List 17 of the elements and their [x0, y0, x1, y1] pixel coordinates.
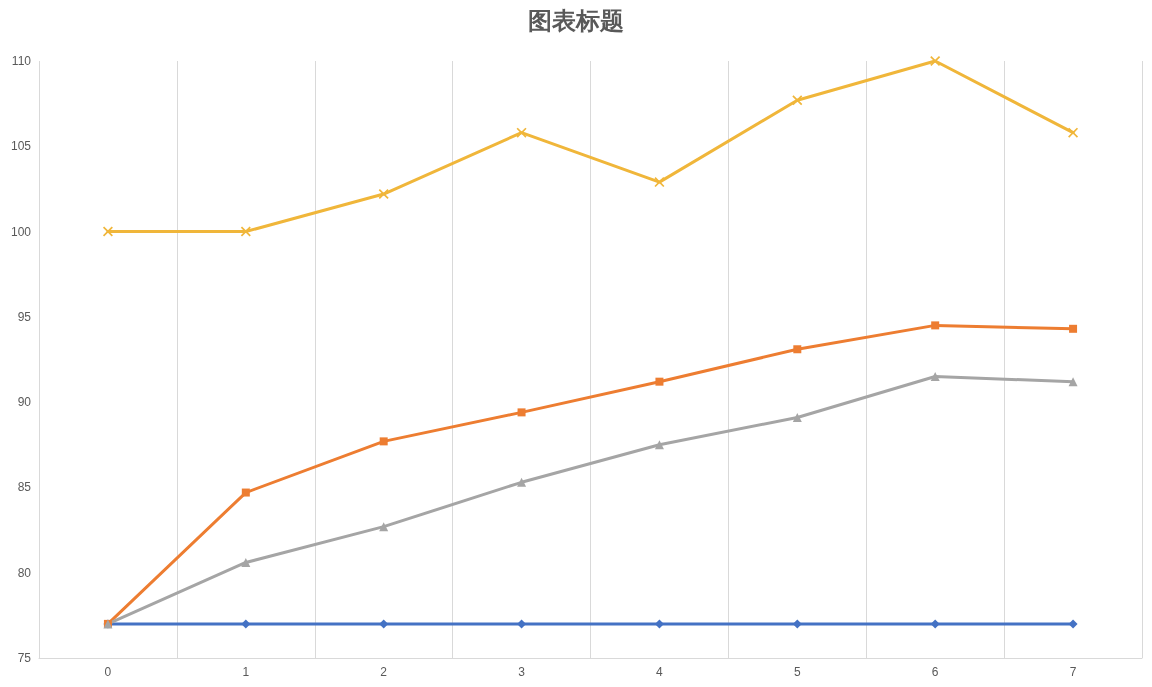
- x-tick-label: 5: [793, 665, 801, 679]
- y-tick-label: 105: [10, 139, 32, 154]
- x-tick-label: 6: [931, 665, 939, 679]
- y-tick-label: 90: [17, 395, 32, 410]
- x-tick-label: 0: [104, 665, 112, 679]
- x-tick-label: 3: [518, 665, 526, 679]
- y-tick-label: 95: [17, 309, 32, 324]
- x-tick-label: 1: [242, 665, 250, 679]
- y-tick-label: 100: [10, 224, 32, 239]
- x-tick-label: 4: [656, 665, 664, 679]
- chart-title: 图表标题: [528, 7, 624, 35]
- y-tick-label: 85: [17, 480, 32, 495]
- y-tick-label: 80: [17, 565, 32, 580]
- x-tick-label: 7: [1069, 665, 1077, 679]
- y-tick-label: 75: [17, 651, 32, 665]
- y-tick-label: 110: [11, 54, 32, 68]
- x-tick-label: 2: [380, 665, 388, 679]
